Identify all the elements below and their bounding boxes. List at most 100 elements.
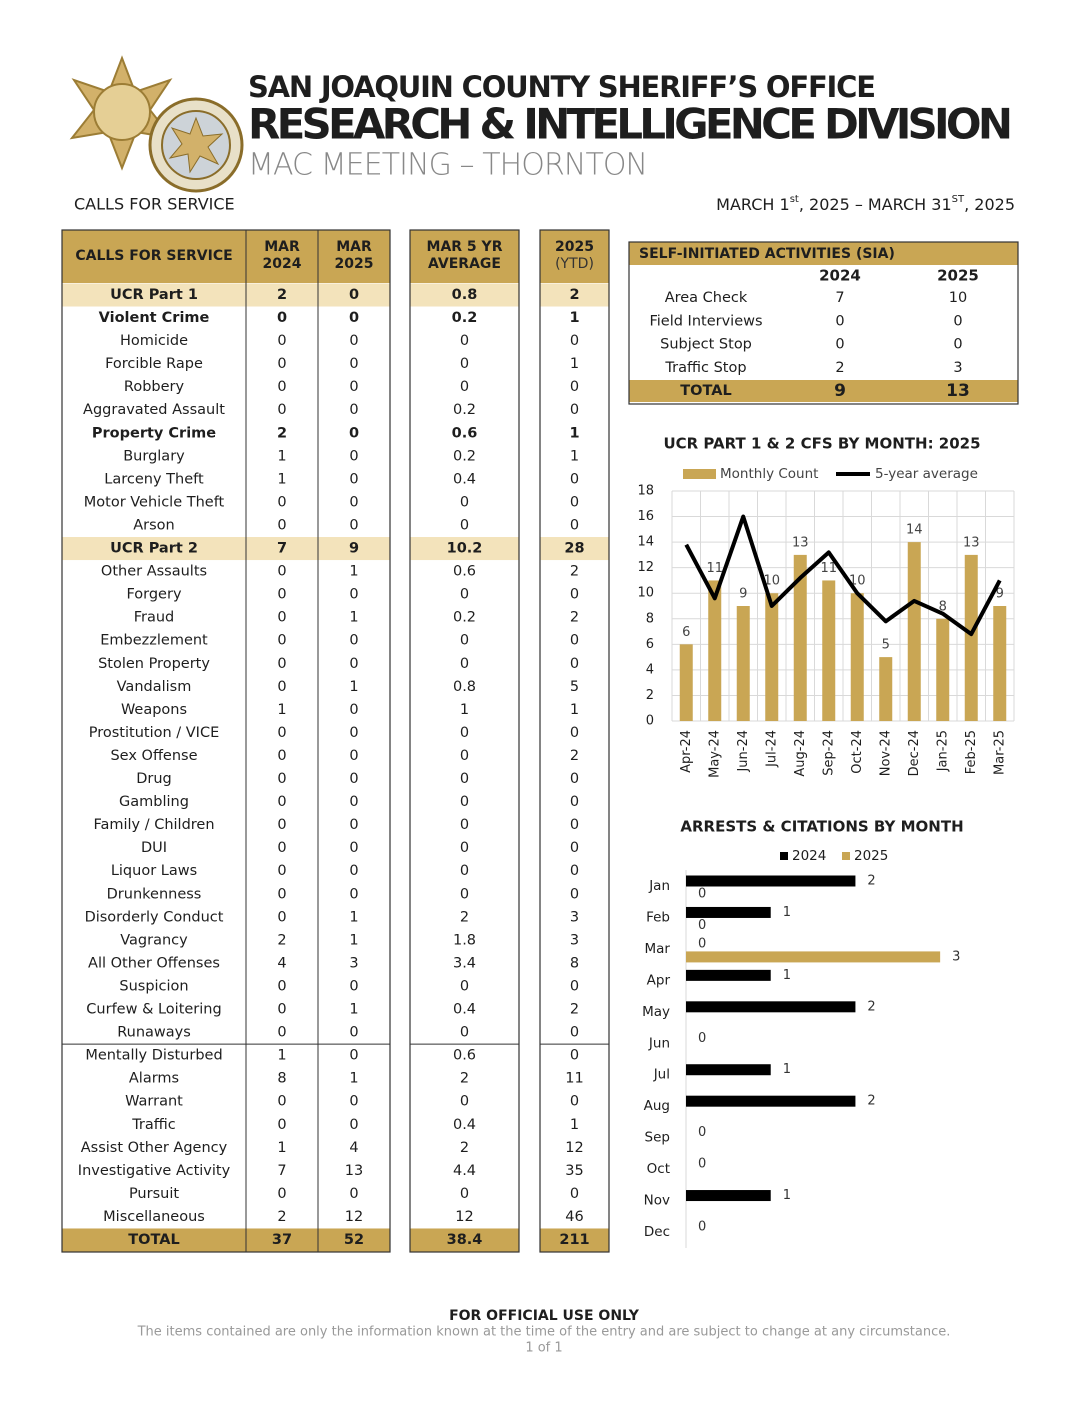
x-tick-label: Apr-24: [679, 730, 694, 773]
cell-value: 0: [460, 633, 469, 649]
cell-value: 4.4: [453, 1163, 476, 1179]
cell-value: 3: [349, 955, 358, 971]
date-sup: ST: [952, 194, 965, 205]
cell-value: 3.4: [453, 955, 476, 971]
bar-value-label: 8: [939, 599, 947, 614]
x-tick-label: Nov-24: [878, 730, 893, 776]
y-tick-label: Dec: [644, 1224, 670, 1240]
cell-value: 0: [349, 1048, 358, 1064]
header-band: [62, 230, 390, 283]
bar-value-label: 0: [698, 1031, 706, 1046]
cell-value: 2: [277, 1209, 286, 1225]
cell-value: 2: [570, 610, 579, 626]
cell-value: 0: [570, 863, 579, 879]
row-label: Prostitution / VICE: [89, 725, 220, 741]
cell-value: 28: [564, 541, 584, 557]
bar-value-label: 0: [698, 1220, 706, 1235]
cell-value: 0: [277, 1094, 286, 1110]
cell-value: 2: [570, 748, 579, 764]
row-label: Aggravated Assault: [83, 402, 225, 418]
cell-value: 0: [349, 725, 358, 741]
bar-value-label: 0: [698, 887, 706, 902]
cell-value: 0: [460, 886, 469, 902]
cell-value: 0: [570, 817, 579, 833]
bar-value-label: 9: [739, 587, 747, 602]
row-label: Alarms: [129, 1071, 179, 1087]
cell-value: 0: [349, 517, 358, 533]
cell-value: 1: [349, 610, 358, 626]
bar: [686, 951, 941, 963]
cell-value: 0.4: [453, 471, 476, 487]
column-header: (YTD): [555, 256, 594, 272]
bar-value-label: 11: [706, 561, 723, 576]
cell-value: 0: [277, 886, 286, 902]
cell-value: 1: [569, 425, 579, 441]
bar: [708, 580, 722, 721]
bar: [793, 554, 807, 721]
cell-value: 0: [277, 863, 286, 879]
sia-total-label: TOTAL: [680, 383, 731, 399]
x-tick-label: Dec-24: [907, 730, 922, 776]
y-tick-label: 6: [646, 637, 654, 652]
row-label: Weapons: [121, 702, 187, 718]
legend-swatch: [683, 469, 716, 479]
cell-value: 0: [349, 702, 358, 718]
total-value: 38.4: [447, 1232, 483, 1248]
y-tick-label: 18: [637, 484, 654, 499]
cell-value: 0: [277, 379, 286, 395]
bar: [686, 875, 856, 887]
sia-title: SELF-INITIATED ACTIVITIES (SIA): [639, 246, 895, 262]
cell-value: 0: [570, 656, 579, 672]
bar-value-label: 1: [783, 1188, 791, 1203]
cell-value: 1: [460, 702, 469, 718]
x-tick-label: Feb-25: [964, 730, 979, 774]
bar-value-label: 10: [763, 574, 780, 589]
cell-value: 1: [570, 702, 579, 718]
cell-value: 0: [277, 794, 286, 810]
column-header: 2024: [263, 256, 302, 272]
cell-value: 0: [570, 794, 579, 810]
bar-value-label: 14: [906, 523, 923, 538]
cell-value: 0: [460, 771, 469, 787]
sia-label: Subject Stop: [660, 337, 752, 353]
cell-value: 12: [345, 1209, 363, 1225]
bar: [686, 969, 771, 981]
cell-value: 2: [570, 564, 579, 580]
cell-value: 0: [277, 748, 286, 764]
cell-value: 0: [277, 656, 286, 672]
row-label: Other Assaults: [101, 564, 207, 580]
bar-value-label: 5: [882, 638, 890, 653]
sia-header-band: [629, 242, 1018, 265]
row-label: UCR Part 1: [110, 287, 198, 303]
cell-value: 0: [570, 494, 579, 510]
cell-value: 0: [349, 494, 358, 510]
cell-value: 1: [277, 448, 286, 464]
cell-value: 11: [565, 1071, 583, 1087]
y-tick-label: 12: [637, 560, 654, 575]
cell-value: 35: [565, 1163, 583, 1179]
bar-value-label: 3: [952, 949, 960, 964]
cell-value: 4: [349, 1140, 358, 1156]
cell-value: 0: [570, 771, 579, 787]
row-band: [540, 283, 609, 307]
x-tick-label: Jun-24: [736, 730, 751, 773]
cell-value: 0: [277, 310, 287, 326]
bar: [850, 593, 864, 721]
bar: [686, 906, 771, 918]
cell-value: 0: [570, 978, 579, 994]
sia-value: 10: [949, 290, 967, 306]
cell-value: 0: [349, 817, 358, 833]
y-tick-label: Sep: [645, 1130, 670, 1146]
row-label: Drunkenness: [107, 886, 202, 902]
cell-value: 1: [277, 471, 286, 487]
cell-value: 8: [277, 1071, 286, 1087]
cell-value: 46: [565, 1209, 583, 1225]
cell-value: 0: [460, 978, 469, 994]
cell-value: 0: [570, 379, 579, 395]
cell-value: 0: [460, 379, 469, 395]
legend-label: Monthly Count: [720, 466, 818, 482]
cell-value: 2: [460, 909, 469, 925]
y-tick-label: 2: [646, 688, 654, 703]
cell-value: 1: [277, 702, 286, 718]
y-tick-label: Jul: [653, 1067, 670, 1083]
